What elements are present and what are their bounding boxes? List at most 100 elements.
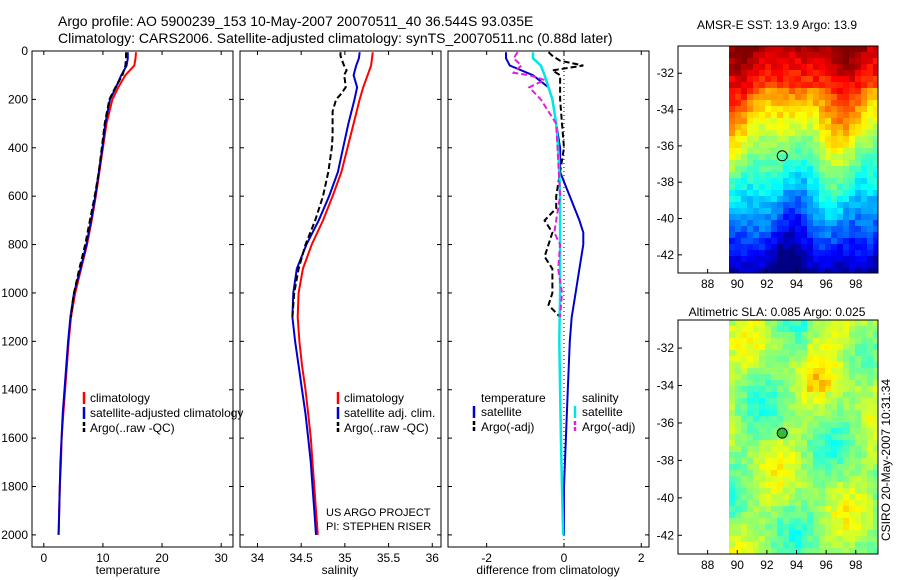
map-cell: [753, 392, 760, 399]
map-cell: [777, 202, 784, 209]
map-cell: [843, 214, 850, 221]
map-cell: [789, 190, 796, 197]
map-cell: [867, 428, 874, 435]
map-cell: [813, 166, 820, 173]
map-cell: [741, 332, 748, 339]
map-cell: [867, 100, 874, 107]
map-cell: [729, 82, 736, 89]
map-cell: [819, 238, 826, 245]
map-cell: [747, 232, 754, 239]
map-cell: [855, 380, 862, 387]
map-cell: [867, 172, 874, 179]
map-cell: [813, 524, 820, 531]
map-cell: [771, 178, 778, 185]
map-cell: [735, 142, 742, 149]
map-cell: [843, 88, 850, 95]
map-cell: [867, 548, 874, 554]
map-cell: [789, 380, 796, 387]
map-cell: [765, 268, 772, 273]
map-cell: [735, 350, 742, 357]
map-cell: [873, 332, 878, 339]
map-cell: [759, 464, 766, 471]
map-cell: [855, 344, 862, 351]
map-cell: [801, 542, 808, 549]
map-cell: [819, 446, 826, 453]
map-cell: [849, 238, 856, 245]
map-cell: [801, 320, 808, 327]
map-cell: [873, 482, 878, 489]
map-cell: [795, 52, 802, 59]
map-cell: [849, 548, 856, 554]
y-tick-label: -36: [657, 416, 675, 430]
map-cell: [801, 506, 808, 513]
map-cell: [735, 362, 742, 369]
map-cell: [741, 506, 748, 513]
map-cell: [867, 446, 874, 453]
map-cell: [777, 226, 784, 233]
map-cell: [795, 542, 802, 549]
map-cell: [729, 530, 736, 537]
map-cell: [759, 404, 766, 411]
map-cell: [831, 124, 838, 131]
map-cell: [825, 428, 832, 435]
map-cell: [843, 380, 850, 387]
map-cell: [813, 470, 820, 477]
map-cell: [825, 500, 832, 507]
map-cell: [729, 518, 736, 525]
map-cell: [831, 148, 838, 155]
map-cell: [795, 166, 802, 173]
map-cell: [789, 416, 796, 423]
map-cell: [807, 196, 814, 203]
map-cell: [861, 380, 868, 387]
map-cell: [873, 488, 878, 495]
map-cell: [873, 422, 878, 429]
map-cell: [777, 464, 784, 471]
map-cell: [843, 362, 850, 369]
map-cell: [741, 262, 748, 269]
map-cell: [867, 530, 874, 537]
map-cell: [837, 344, 844, 351]
map-cell: [831, 440, 838, 447]
map-cell: [825, 464, 832, 471]
map-cell: [789, 368, 796, 375]
map-cell: [831, 154, 838, 161]
map-cell: [765, 106, 772, 113]
map-cell: [729, 452, 736, 459]
map-cell: [807, 52, 814, 59]
map-cell: [873, 208, 878, 215]
map-cell: [777, 136, 784, 143]
map-cell: [849, 524, 856, 531]
map-cell: [771, 362, 778, 369]
map-cell: [807, 410, 814, 417]
map-cell: [861, 344, 868, 351]
map-cell: [855, 416, 862, 423]
map-cell: [855, 268, 862, 273]
map-cell: [783, 196, 790, 203]
map-cell: [735, 94, 742, 101]
map-cell: [747, 154, 754, 161]
map-cell: [849, 392, 856, 399]
map-cell: [831, 548, 838, 554]
map-cell: [759, 356, 766, 363]
map-cell: [753, 386, 760, 393]
map-cell: [855, 232, 862, 239]
map-cell: [771, 506, 778, 513]
map-cell: [753, 148, 760, 155]
map-cell: [855, 202, 862, 209]
map-cell: [801, 488, 808, 495]
map-cell: [831, 100, 838, 107]
map-cell: [801, 410, 808, 417]
map-cell: [735, 368, 742, 375]
sla-map-title: Altimetric SLA: 0.085 Argo: 0.025: [689, 305, 866, 319]
map-cell: [873, 136, 878, 143]
map-cell: [759, 458, 766, 465]
map-cell: [813, 238, 820, 245]
map-cell: [729, 64, 736, 71]
map-cell: [807, 374, 814, 381]
map-cell: [753, 494, 760, 501]
map-cell: [771, 256, 778, 263]
map-cell: [825, 196, 832, 203]
map-cell: [747, 536, 754, 543]
map-cell: [735, 380, 742, 387]
map-cell: [837, 428, 844, 435]
